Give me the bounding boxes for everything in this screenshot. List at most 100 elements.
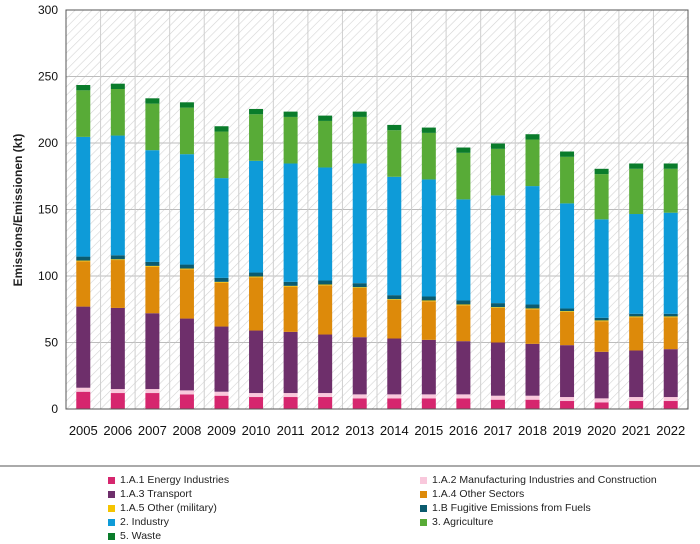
bar-segment bbox=[110, 389, 125, 394]
bar-stack-2018 bbox=[525, 134, 540, 409]
bar-stack-2005 bbox=[76, 85, 91, 409]
bar-segment bbox=[456, 341, 471, 395]
bar-segment bbox=[318, 120, 333, 168]
bar-segment bbox=[318, 393, 333, 398]
plot-frame bbox=[65, 9, 689, 410]
bar-segment bbox=[560, 308, 575, 312]
bar-segment bbox=[490, 143, 505, 149]
bar-segment bbox=[456, 147, 471, 153]
legend-label: 2. Industry bbox=[120, 516, 170, 528]
bar-segment bbox=[249, 276, 264, 278]
x-tick-label: 2007 bbox=[138, 423, 167, 438]
bar-stack-2022 bbox=[663, 163, 678, 409]
bar-segment bbox=[663, 401, 678, 409]
bar-segment bbox=[249, 114, 264, 161]
bar-segment bbox=[76, 90, 91, 137]
bar-segment bbox=[594, 320, 609, 322]
bar-segment bbox=[76, 136, 91, 257]
legend-item: 5. Waste bbox=[108, 530, 161, 542]
bar-segment bbox=[214, 126, 229, 132]
bar-segment bbox=[490, 307, 505, 308]
bar-segment bbox=[283, 286, 298, 332]
bar-segment bbox=[387, 299, 402, 339]
bar-segment bbox=[145, 150, 160, 262]
bar-segment bbox=[525, 309, 540, 344]
bar-stack-2011 bbox=[283, 111, 298, 409]
bar-segment bbox=[214, 326, 229, 392]
bar-segment bbox=[663, 163, 678, 169]
bar-segment bbox=[110, 260, 125, 308]
x-tick-label: 2021 bbox=[622, 423, 651, 438]
bar-segment bbox=[594, 321, 609, 352]
bar-segment bbox=[179, 154, 194, 265]
bar-segment bbox=[560, 397, 575, 402]
bar-segment bbox=[421, 127, 436, 133]
bar-segment bbox=[179, 107, 194, 155]
bar-segment bbox=[110, 307, 125, 390]
bar-segment bbox=[145, 265, 160, 267]
bar-segment bbox=[560, 311, 575, 312]
bar-segment bbox=[283, 397, 298, 409]
y-tick-label: 50 bbox=[45, 336, 59, 350]
bar-segment bbox=[525, 304, 540, 309]
bar-segment bbox=[387, 398, 402, 409]
bar-stack-2006 bbox=[110, 83, 125, 409]
bar-stack-2007 bbox=[145, 98, 160, 409]
bar-segment bbox=[145, 389, 160, 394]
bar-segment bbox=[456, 152, 471, 200]
bar-segment bbox=[283, 285, 298, 287]
x-tick-label: 2018 bbox=[518, 423, 547, 438]
bar-segment bbox=[145, 313, 160, 390]
bar-segment bbox=[214, 282, 229, 327]
bar-segment bbox=[179, 390, 194, 395]
bar-segment bbox=[560, 156, 575, 204]
bar-stack-2017 bbox=[490, 143, 505, 409]
bar-segment bbox=[214, 277, 229, 282]
x-tick-label: 2011 bbox=[277, 423, 305, 438]
bar-stack-2012 bbox=[318, 115, 333, 409]
legend: 1.A.1 Energy Industries 1.A.2 Manufacturi… bbox=[0, 470, 700, 544]
bar-segment bbox=[283, 111, 298, 117]
bar-stack-2010 bbox=[249, 108, 264, 409]
bar-segment bbox=[490, 148, 505, 196]
legend-swatch bbox=[420, 476, 427, 484]
bar-segment bbox=[663, 313, 678, 317]
bar-segment bbox=[145, 103, 160, 151]
legend-item: 1.A.3 Transport bbox=[108, 488, 192, 500]
bar-segment bbox=[525, 399, 540, 409]
legend-item: 2. Industry bbox=[108, 516, 169, 528]
bar-segment bbox=[421, 132, 436, 180]
y-tick-label: 100 bbox=[38, 269, 58, 283]
bar-segment bbox=[421, 300, 436, 302]
bar-segment bbox=[249, 160, 264, 273]
x-tick-label: 2020 bbox=[587, 423, 616, 438]
x-tick-label: 2012 bbox=[311, 423, 340, 438]
y-tick-label: 200 bbox=[38, 136, 58, 150]
bar-segment bbox=[145, 261, 160, 266]
bar-segment bbox=[594, 351, 609, 399]
bar-segment bbox=[421, 301, 436, 340]
bar-segment bbox=[594, 168, 609, 175]
y-axis-label: Emissions/Emissionen (kt) bbox=[11, 134, 25, 287]
legend-label: 1.B Fugitive Emissions from Fuels bbox=[432, 502, 591, 514]
bar-segment bbox=[560, 203, 575, 309]
bar-segment bbox=[352, 111, 367, 117]
bar-segment bbox=[456, 304, 471, 306]
bar-segment bbox=[76, 260, 91, 262]
legend-item: 1.B Fugitive Emissions from Fuels bbox=[420, 502, 591, 514]
x-tick-label: 2009 bbox=[207, 423, 236, 438]
legend-item: 1.A.5 Other (military) bbox=[108, 502, 217, 514]
legend-swatch bbox=[108, 490, 115, 498]
bar-segment bbox=[594, 398, 609, 403]
bar-segment bbox=[352, 287, 367, 288]
legend-item: 1.A.1 Energy Industries bbox=[108, 474, 229, 486]
y-tick-label: 0 bbox=[51, 402, 58, 416]
bar-segment bbox=[249, 108, 264, 115]
bar-segment bbox=[629, 214, 644, 314]
bar-stack-2015 bbox=[421, 127, 436, 409]
bar-segment bbox=[214, 395, 229, 409]
bar-segment bbox=[629, 316, 644, 318]
bar-segment bbox=[352, 337, 367, 395]
legend-swatch bbox=[420, 518, 427, 526]
